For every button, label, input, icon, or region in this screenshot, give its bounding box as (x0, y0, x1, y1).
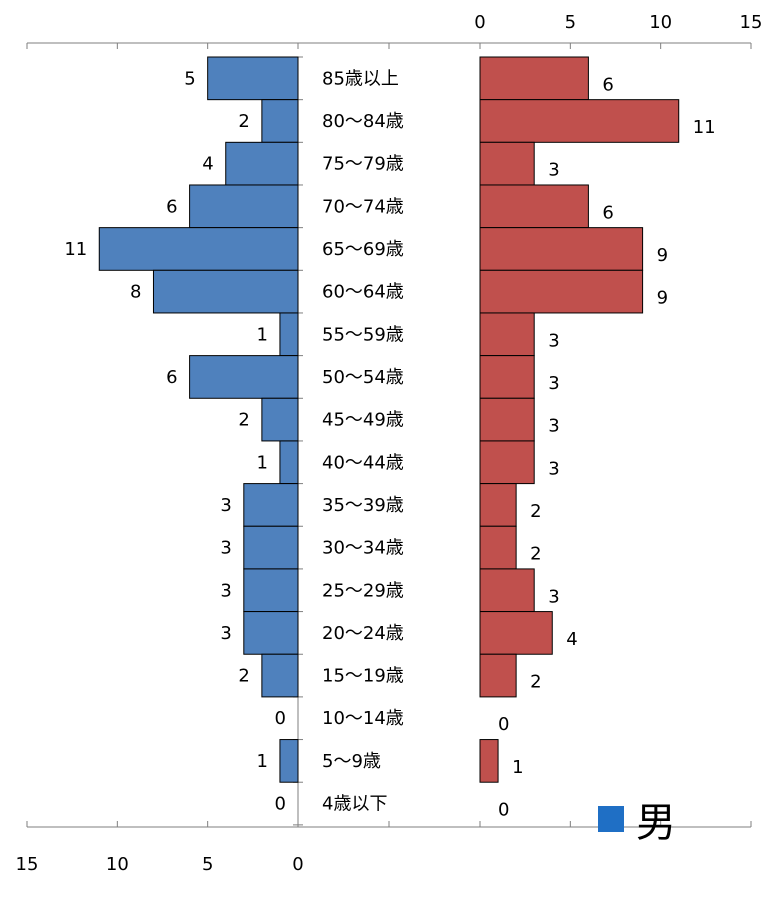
left-value-label: 1 (256, 751, 267, 772)
category-label: 35〜39歳 (322, 495, 404, 516)
category-label: 50〜54歳 (322, 367, 404, 388)
category-label: 25〜29歳 (322, 580, 404, 601)
left-bar (243, 568, 299, 613)
category-label: 4歳以下 (322, 794, 387, 815)
left-value-label: 8 (130, 282, 141, 303)
right-value-label: 3 (548, 458, 559, 479)
right-bar (479, 355, 535, 399)
legend-label-male: 男 (636, 800, 676, 846)
right-value-label: 11 (693, 117, 716, 138)
right-value-label: 2 (530, 672, 541, 693)
bottom-tick-label: 10 (106, 854, 129, 875)
left-bar (261, 99, 299, 143)
left-value-label: 3 (220, 623, 231, 644)
left-value-label: 2 (238, 111, 249, 132)
right-bar (479, 483, 517, 527)
left-value-label: 3 (220, 580, 231, 601)
category-label: 85歳以上 (322, 68, 399, 89)
right-bar (479, 269, 644, 314)
category-label: 10〜14歳 (322, 708, 404, 729)
left-bar (261, 653, 299, 698)
bottom-tick-label: 0 (292, 854, 303, 875)
left-bar (243, 611, 299, 655)
right-bar (479, 611, 553, 655)
left-value-label: 0 (275, 794, 286, 815)
category-label: 75〜79歳 (322, 154, 404, 175)
category-label: 70〜74歳 (322, 196, 404, 217)
category-label: 5〜9歳 (322, 751, 381, 772)
left-bar (189, 184, 299, 229)
right-value-label: 9 (657, 245, 668, 266)
left-bar (243, 525, 299, 570)
left-bar (243, 483, 299, 527)
right-bar (479, 739, 499, 783)
right-value-label: 3 (548, 330, 559, 351)
category-label: 30〜34歳 (322, 538, 404, 559)
right-value-label: 0 (498, 800, 509, 821)
right-value-label: 3 (548, 373, 559, 394)
left-value-label: 1 (256, 324, 267, 345)
right-bar (479, 141, 535, 186)
right-value-label: 2 (530, 544, 541, 565)
right-value-label: 9 (657, 288, 668, 309)
left-bar (279, 739, 299, 783)
category-label: 55〜59歳 (322, 324, 404, 345)
left-bar (279, 312, 299, 357)
right-bar (479, 227, 644, 271)
legend-swatch-male (598, 806, 624, 832)
right-value-label: 6 (602, 202, 613, 223)
right-value-label: 1 (512, 757, 523, 778)
left-value-label: 3 (220, 495, 231, 516)
left-value-label: 11 (64, 239, 87, 260)
left-value-label: 0 (275, 708, 286, 729)
right-value-label: 3 (548, 416, 559, 437)
left-bar (225, 141, 299, 186)
category-label: 80〜84歳 (322, 111, 404, 132)
right-bar (479, 56, 589, 101)
right-bar (479, 99, 680, 143)
category-label: 65〜69歳 (322, 239, 404, 260)
right-bar (479, 525, 517, 570)
right-bar (479, 312, 535, 357)
top-tick-label: 0 (474, 12, 485, 33)
right-bar (479, 397, 535, 442)
left-value-label: 6 (166, 367, 177, 388)
right-value-label: 3 (548, 160, 559, 181)
legend: 男 (598, 790, 676, 848)
left-bar (189, 355, 299, 399)
top-tick-label: 15 (740, 12, 763, 33)
left-value-label: 2 (238, 410, 249, 431)
left-value-label: 1 (256, 452, 267, 473)
right-value-label: 6 (602, 74, 613, 95)
right-bar (479, 184, 589, 229)
category-label: 40〜44歳 (322, 452, 404, 473)
top-tick-label: 5 (565, 12, 576, 33)
category-label: 60〜64歳 (322, 282, 404, 303)
left-value-label: 4 (202, 154, 213, 175)
right-value-label: 0 (498, 714, 509, 735)
left-bar (279, 440, 299, 485)
left-value-label: 2 (238, 666, 249, 687)
right-bar (479, 653, 517, 698)
right-value-label: 3 (548, 586, 559, 607)
left-value-label: 3 (220, 538, 231, 559)
right-value-label: 2 (530, 501, 541, 522)
right-value-label: 4 (566, 629, 577, 650)
right-bar (479, 568, 535, 613)
top-tick-label: 10 (649, 12, 672, 33)
category-label: 45〜49歳 (322, 410, 404, 431)
left-bar (98, 227, 299, 271)
right-bar (479, 440, 535, 485)
left-bar (152, 269, 299, 314)
bottom-tick-label: 15 (16, 854, 39, 875)
left-value-label: 5 (184, 68, 195, 89)
category-label: 20〜24歳 (322, 623, 404, 644)
left-bar (261, 397, 299, 442)
category-label: 15〜19歳 (322, 666, 404, 687)
bottom-tick-label: 5 (202, 854, 213, 875)
left-bar (207, 56, 299, 101)
left-value-label: 6 (166, 196, 177, 217)
